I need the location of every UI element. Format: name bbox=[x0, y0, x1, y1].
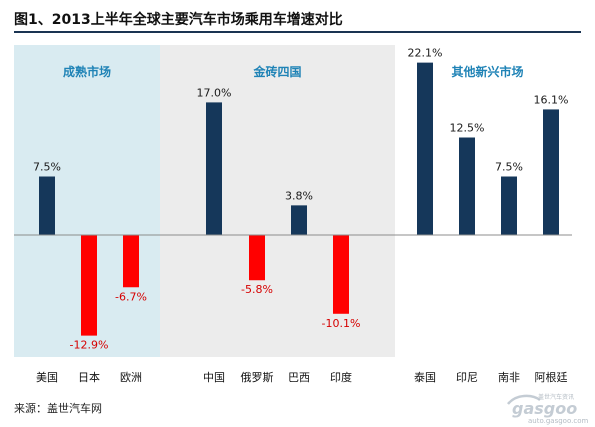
bar bbox=[459, 137, 475, 235]
data-label: 7.5% bbox=[33, 161, 61, 174]
data-label: 3.8% bbox=[285, 189, 313, 202]
bar bbox=[206, 102, 222, 236]
group-panel-2 bbox=[160, 45, 395, 357]
category-label: 美国 bbox=[36, 371, 58, 384]
data-label: -6.7% bbox=[115, 290, 147, 303]
bar bbox=[123, 235, 139, 288]
group-label: 其他新兴市场 bbox=[451, 64, 523, 79]
bar bbox=[543, 109, 559, 235]
bar bbox=[417, 62, 433, 236]
category-label: 泰国 bbox=[414, 370, 436, 384]
bar bbox=[249, 235, 265, 281]
category-label: 阿根廷 bbox=[535, 370, 568, 384]
category-label: 日本 bbox=[78, 370, 100, 384]
group-label: 成熟市场 bbox=[63, 64, 111, 79]
gasgoo-watermark: 盖世汽车资讯 gasgoo auto.gasgoo.com bbox=[507, 393, 588, 425]
data-label: -10.1% bbox=[322, 317, 361, 330]
bar bbox=[291, 205, 307, 235]
title-rule bbox=[14, 31, 581, 33]
data-label: 16.1% bbox=[534, 93, 569, 106]
category-label: 中国 bbox=[203, 371, 225, 384]
bar bbox=[333, 235, 349, 314]
watermark-url: auto.gasgoo.com bbox=[528, 417, 588, 425]
data-label: -12.9% bbox=[70, 339, 109, 352]
bar-chart: 成熟市场 7.5% 美国 -12.9% 日本 -6.7% 欧洲 金砖四国 17.0% 中国 -5.8… bbox=[14, 45, 572, 384]
category-label: 俄罗斯 bbox=[241, 371, 274, 384]
chart-title: 图1、2013上半年全球主要汽车市场乘用车增速对比 bbox=[14, 12, 343, 28]
bar bbox=[81, 235, 97, 336]
watermark-brand: gasgoo bbox=[512, 399, 577, 418]
watermark-tagline: 盖世汽车资讯 bbox=[538, 393, 574, 401]
bar bbox=[39, 176, 55, 235]
data-label: 12.5% bbox=[450, 122, 485, 135]
group-label: 金砖四国 bbox=[252, 64, 301, 79]
gasgoo-logo-swoosh bbox=[507, 394, 541, 405]
data-label: 17.0% bbox=[197, 86, 232, 99]
data-label: 7.5% bbox=[495, 161, 523, 174]
data-label: 22.1% bbox=[408, 47, 443, 60]
source-note: 来源：盖世汽车网 bbox=[14, 402, 102, 415]
bar bbox=[501, 176, 517, 235]
category-label: 南非 bbox=[498, 371, 520, 384]
category-label: 印度 bbox=[330, 370, 352, 384]
category-label: 欧洲 bbox=[120, 371, 142, 384]
category-label: 印尼 bbox=[456, 371, 478, 384]
category-label: 巴西 bbox=[288, 371, 310, 384]
data-label: -5.8% bbox=[241, 283, 273, 296]
